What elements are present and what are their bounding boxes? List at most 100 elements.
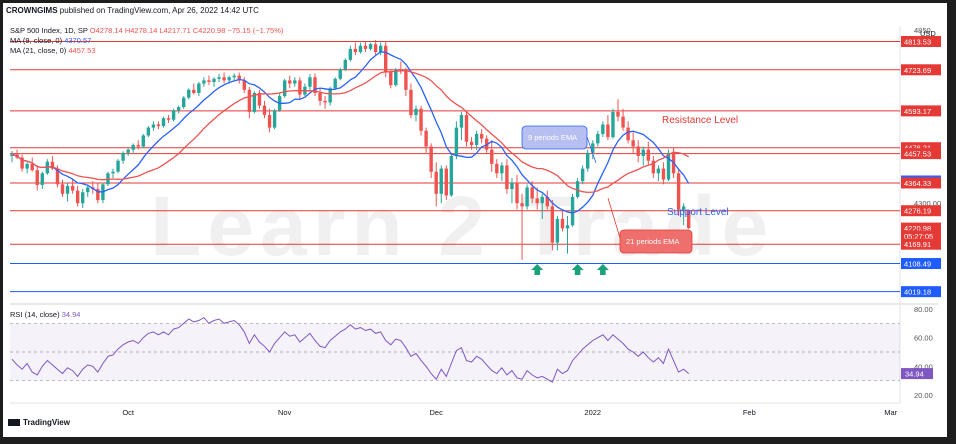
candle[interactable] <box>348 45 353 62</box>
candle[interactable] <box>399 61 403 75</box>
candle[interactable] <box>207 75 211 86</box>
candle[interactable] <box>131 143 135 153</box>
candle[interactable] <box>217 74 221 82</box>
symbol-name[interactable]: S&P 500 Index, 1D, SP <box>10 26 88 35</box>
candle[interactable] <box>591 140 595 160</box>
candle[interactable] <box>111 168 115 179</box>
candle[interactable] <box>570 193 575 227</box>
candle[interactable] <box>646 141 650 166</box>
candle[interactable] <box>520 193 524 260</box>
candle[interactable] <box>96 182 100 204</box>
candle[interactable] <box>611 108 615 139</box>
candle[interactable] <box>10 150 14 163</box>
candle[interactable] <box>454 121 459 160</box>
candle[interactable] <box>479 129 484 144</box>
candle[interactable] <box>545 190 549 210</box>
candle[interactable] <box>636 140 640 163</box>
candle[interactable] <box>192 83 196 95</box>
candle[interactable] <box>429 143 433 179</box>
candle[interactable] <box>272 108 277 130</box>
candle[interactable] <box>50 155 55 171</box>
candle[interactable] <box>283 78 287 98</box>
candle[interactable] <box>651 155 656 179</box>
candle[interactable] <box>464 110 469 147</box>
candle[interactable] <box>20 154 24 172</box>
candle[interactable] <box>303 83 307 97</box>
tradingview-logo[interactable]: TradingView <box>8 418 70 427</box>
candle[interactable] <box>444 165 448 201</box>
candle[interactable] <box>30 157 34 172</box>
candle[interactable] <box>202 77 206 87</box>
candle[interactable] <box>222 72 226 84</box>
candle[interactable] <box>262 100 267 119</box>
author-name[interactable]: CROWNGIMS <box>6 6 58 15</box>
candle[interactable] <box>353 42 358 56</box>
candle[interactable] <box>121 151 125 164</box>
candle[interactable] <box>459 111 464 141</box>
candle[interactable] <box>267 108 272 133</box>
candle[interactable] <box>540 193 544 219</box>
candle[interactable] <box>580 165 585 185</box>
candle[interactable] <box>298 77 302 100</box>
candle[interactable] <box>373 40 378 56</box>
candle[interactable] <box>414 105 418 122</box>
candle[interactable] <box>333 77 337 90</box>
candle[interactable] <box>237 72 241 84</box>
candle[interactable] <box>212 77 216 87</box>
candle[interactable] <box>40 171 44 190</box>
candle[interactable] <box>338 67 342 81</box>
candle[interactable] <box>510 178 514 204</box>
ma-slow-line[interactable] <box>11 69 690 194</box>
candle[interactable] <box>500 162 504 182</box>
candle[interactable] <box>404 67 408 97</box>
candle[interactable] <box>676 168 681 216</box>
candle[interactable] <box>156 121 161 130</box>
candle[interactable] <box>146 126 151 138</box>
ma-fast-row[interactable]: MA (9, close, 0) 4370.57 <box>10 36 283 46</box>
rsi-legend[interactable]: RSI (14, close) 34.94 <box>10 310 80 319</box>
candle[interactable] <box>631 132 635 153</box>
candle[interactable] <box>560 209 565 232</box>
candle[interactable] <box>358 42 363 54</box>
candle[interactable] <box>70 179 75 194</box>
candle[interactable] <box>232 73 236 81</box>
candle[interactable] <box>368 42 373 51</box>
ma-fast-line[interactable] <box>11 51 690 214</box>
candle[interactable] <box>363 41 368 53</box>
candle[interactable] <box>495 159 499 179</box>
candle[interactable] <box>586 149 590 172</box>
candle[interactable] <box>535 187 539 210</box>
candle[interactable] <box>424 127 428 153</box>
candle[interactable] <box>601 121 605 138</box>
candle[interactable] <box>197 81 201 97</box>
candle[interactable] <box>101 182 105 204</box>
candle[interactable] <box>439 165 443 204</box>
candle[interactable] <box>293 77 297 87</box>
candle[interactable] <box>318 88 322 106</box>
candle[interactable] <box>323 96 327 109</box>
candle[interactable] <box>555 215 560 251</box>
candle[interactable] <box>550 200 555 251</box>
candle[interactable] <box>525 184 529 210</box>
candle[interactable] <box>116 159 120 174</box>
candle[interactable] <box>490 140 494 172</box>
candle[interactable] <box>136 140 140 150</box>
candle[interactable] <box>641 146 645 166</box>
ma-slow-row[interactable]: MA (21, close, 0) 4457.53 <box>10 46 283 56</box>
candle[interactable] <box>565 215 570 254</box>
candle[interactable] <box>681 203 686 226</box>
candle[interactable] <box>474 130 479 150</box>
candle[interactable] <box>288 75 292 89</box>
candle[interactable] <box>126 148 130 156</box>
candle[interactable] <box>166 115 171 123</box>
candle[interactable] <box>419 105 423 136</box>
candle[interactable] <box>60 179 65 197</box>
candle[interactable] <box>469 137 474 150</box>
candle[interactable] <box>616 99 620 122</box>
candle[interactable] <box>515 174 519 210</box>
candle[interactable] <box>141 133 145 149</box>
candle[interactable] <box>308 74 312 90</box>
candle[interactable] <box>409 83 413 119</box>
candle[interactable] <box>343 58 347 71</box>
